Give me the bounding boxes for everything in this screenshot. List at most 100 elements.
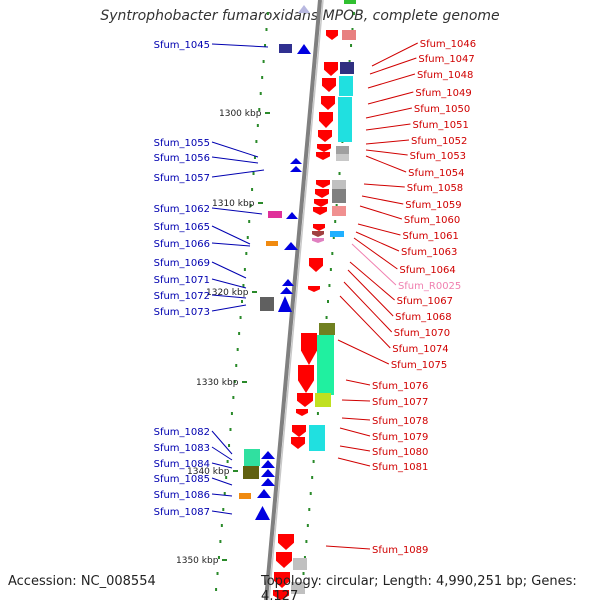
forward-arrow (284, 242, 298, 250)
label-leader (211, 278, 247, 289)
label-leader (211, 477, 233, 486)
reverse-arrow (313, 207, 327, 215)
reverse-arrow (312, 231, 324, 237)
tick-mark (249, 204, 252, 207)
label-leader (341, 417, 371, 421)
gene-label-Sfum_1047: Sfum_1047 (418, 54, 474, 65)
label-leader (337, 457, 371, 467)
tick-mark (325, 316, 328, 319)
forward-arrow (290, 158, 302, 164)
gene-label-Sfum_1075: Sfum_1075 (391, 360, 447, 371)
tick-mark (230, 412, 233, 415)
tick-mark (256, 124, 259, 127)
gene-block (243, 466, 259, 479)
gene-label-Sfum_1064: Sfum_1064 (399, 265, 455, 276)
label-leader (353, 237, 398, 270)
tick-mark (252, 172, 255, 175)
gene-label-Sfum_1086: Sfum_1086 (154, 490, 210, 501)
tick-mark (334, 220, 337, 223)
label-leader (361, 195, 404, 205)
forward-arrow (261, 469, 275, 477)
tick-mark (232, 396, 235, 399)
reverse-arrow (322, 78, 336, 92)
label-leader (369, 57, 417, 75)
tick-mark (265, 28, 268, 31)
gene-label-Sfum_1046: Sfum_1046 (420, 39, 476, 50)
label-leader (211, 304, 247, 312)
reverse-arrow (291, 437, 305, 449)
gene-label-Sfum_1051: Sfum_1051 (412, 120, 468, 131)
tick-mark (261, 76, 264, 79)
tick-mark (306, 524, 309, 527)
label-leader (371, 42, 418, 67)
label-leader (357, 223, 401, 236)
tick-mark (216, 572, 219, 575)
tick-mark (229, 428, 232, 431)
label-leader (367, 73, 416, 89)
gene-label-Sfum_1078: Sfum_1078 (372, 416, 428, 427)
scale-label: 1310 kbp (212, 199, 255, 209)
reverse-arrow (273, 590, 289, 600)
tick-mark (236, 348, 239, 351)
tick-mark (226, 460, 229, 463)
tick-mark (235, 364, 238, 367)
label-leader (351, 243, 397, 286)
label-leader (343, 281, 393, 333)
tick-mark (241, 300, 243, 303)
tick-mark (312, 460, 315, 463)
gene-label-Sfum_1061: Sfum_1061 (402, 231, 458, 242)
forward-arrow (257, 489, 271, 498)
label-leader (345, 379, 371, 386)
reverse-arrow (276, 552, 292, 568)
label-leader (365, 139, 410, 145)
gene-block (244, 449, 260, 466)
scale-tick (242, 381, 247, 383)
label-leader (365, 149, 408, 156)
tick-mark (243, 268, 246, 271)
gene-label-Sfum_1048: Sfum_1048 (417, 70, 473, 81)
forward-arrow (297, 44, 311, 54)
reverse-arrow (309, 258, 323, 272)
gene-label-Sfum_1054: Sfum_1054 (408, 168, 464, 179)
tick-mark (220, 524, 223, 527)
label-leader (341, 399, 371, 402)
gene-label-Sfum_1057: Sfum_1057 (154, 173, 210, 184)
forward-arrow (278, 296, 292, 312)
gene-label-Sfum_1083: Sfum_1083 (154, 443, 210, 454)
scale-label: 1300 kbp (219, 109, 262, 119)
gene-label-Sfum_R0025: Sfum_R0025 (398, 281, 461, 292)
gene-block (291, 582, 305, 594)
reverse-arrow (314, 199, 328, 207)
gene-block (338, 97, 352, 142)
gene-label-Sfum_1087: Sfum_1087 (154, 507, 210, 518)
gene-block (260, 297, 274, 311)
tick-mark (228, 444, 231, 447)
tick-mark (302, 572, 305, 575)
label-leader (211, 156, 259, 164)
label-leader (211, 462, 233, 469)
reverse-arrow (308, 286, 320, 292)
label-leader (211, 493, 233, 497)
tick-mark (327, 300, 329, 303)
tick-mark (309, 492, 312, 495)
label-leader (339, 295, 391, 349)
label-leader (359, 205, 403, 220)
gene-block (332, 206, 346, 216)
gene-label-Sfum_1059: Sfum_1059 (405, 200, 461, 211)
label-leader (211, 294, 247, 299)
gene-label-Sfum_1050: Sfum_1050 (414, 104, 470, 115)
tick-mark (262, 60, 265, 63)
tick-mark (352, 12, 355, 15)
reverse-arrow (292, 425, 306, 437)
tick-mark (258, 108, 261, 111)
scale-tick (252, 291, 257, 293)
gene-label-Sfum_1074: Sfum_1074 (392, 344, 448, 355)
gene-label-Sfum_1084: Sfum_1084 (154, 459, 210, 470)
gene-label-Sfum_1070: Sfum_1070 (394, 328, 450, 339)
reverse-arrow (318, 130, 332, 142)
tick-mark (266, 12, 269, 15)
reverse-arrow (278, 534, 294, 550)
gene-block (336, 146, 349, 154)
reverse-arrow (312, 238, 324, 243)
label-leader (355, 231, 400, 252)
